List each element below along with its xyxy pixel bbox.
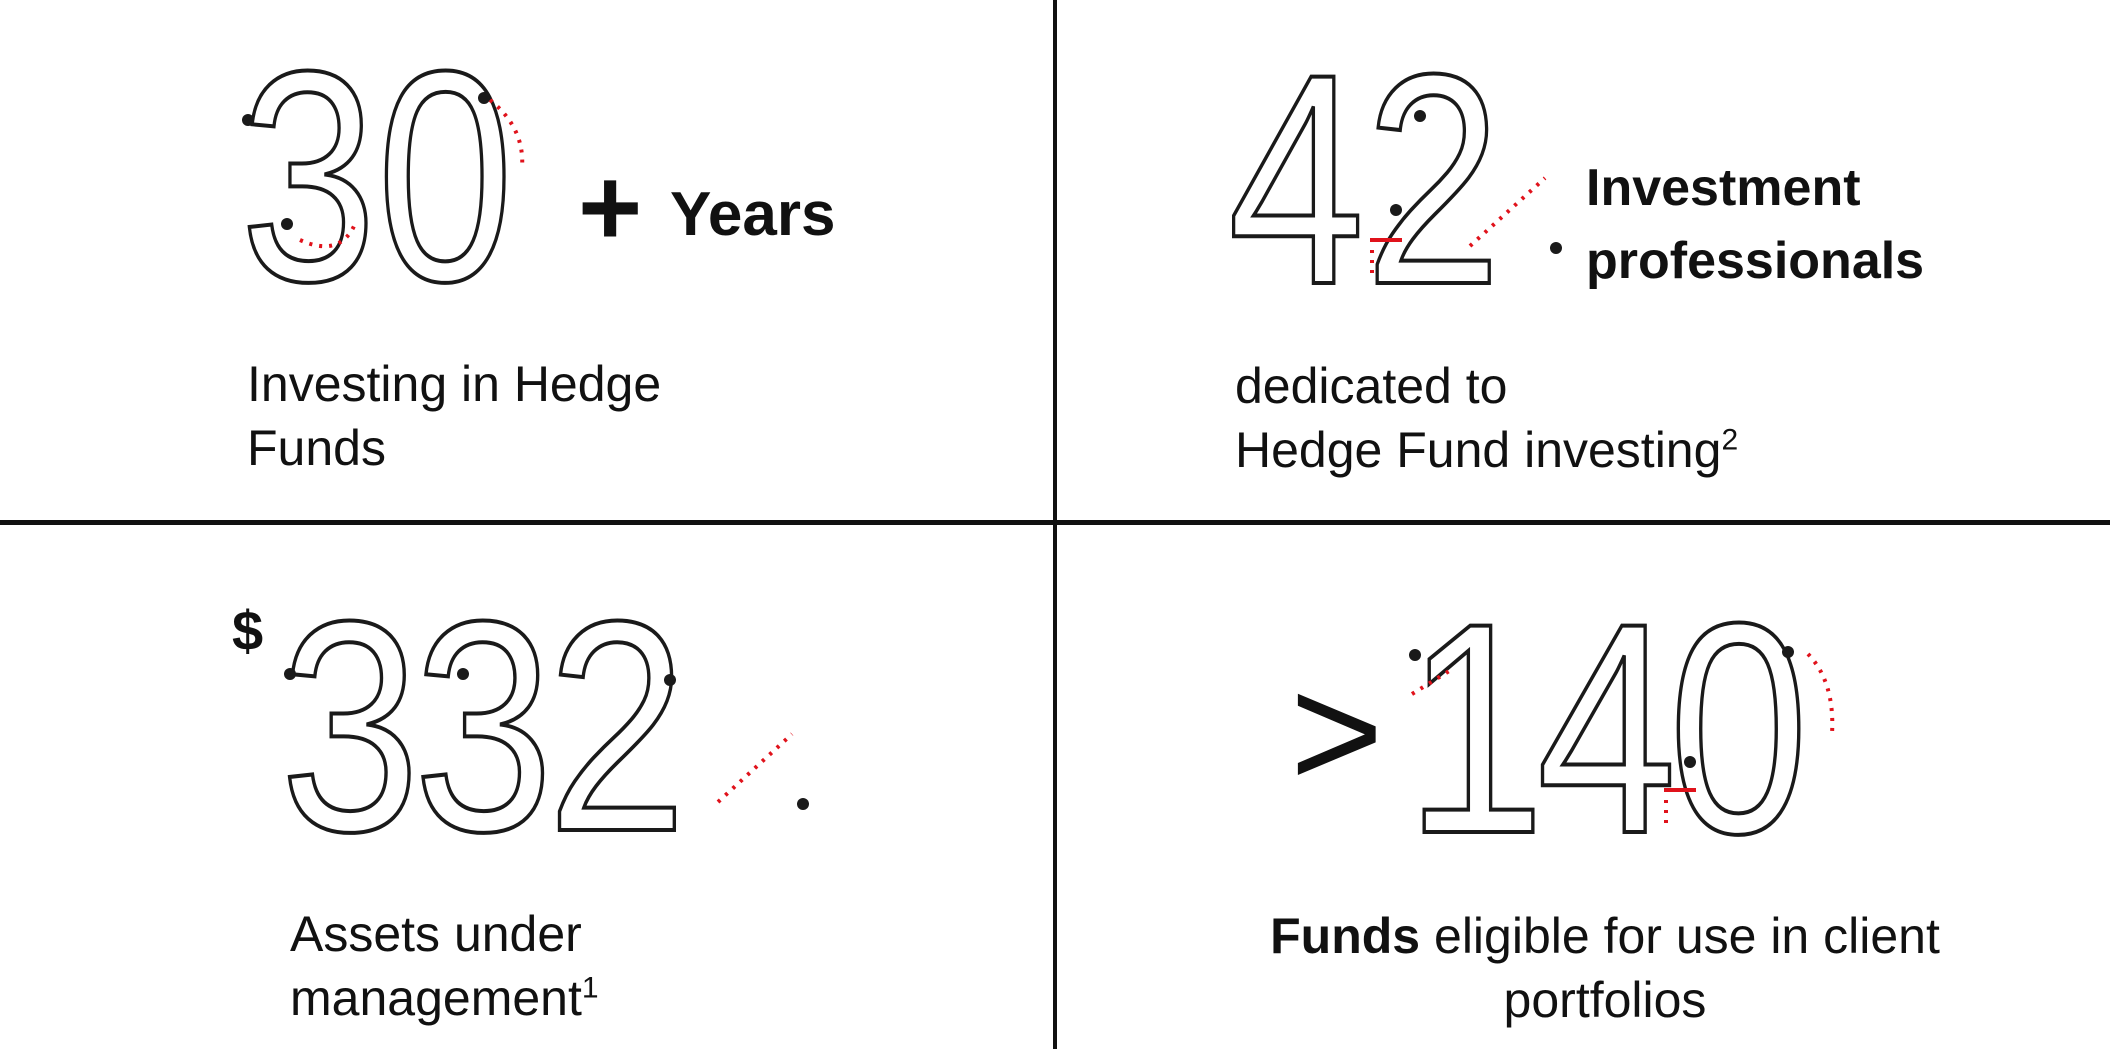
stat-years-description: Investing in Hedge Funds (247, 352, 661, 480)
dot-marker (1414, 110, 1426, 122)
dot-marker (281, 218, 293, 230)
dot-marker (284, 668, 296, 680)
dot-marker (1782, 646, 1794, 658)
stat-professionals-unit-line2: professionals (1586, 232, 1924, 290)
dotted-accent (1410, 666, 1456, 696)
description-line: Investing in Hedge (247, 356, 662, 412)
description-bold: Funds (1270, 908, 1421, 964)
stat-funds-value: 140 (1405, 560, 1802, 896)
plus-sign: + (578, 146, 642, 269)
stat-funds-number: 140 (1403, 558, 1835, 898)
dot-marker (1684, 756, 1696, 768)
stat-professionals-description: dedicated to Hedge Fund investing2 (1235, 354, 1738, 482)
dotted-accent (1468, 176, 1547, 248)
stat-aum-number: 332 (278, 556, 809, 896)
stat-years-unit: Years (670, 180, 836, 249)
dot-marker (1550, 242, 1562, 254)
stat-professionals-value: 42 (1228, 13, 1502, 348)
footnote-marker: 2 (1721, 423, 1739, 457)
description-line: portfolios (1503, 972, 1707, 1028)
description-line: dedicated to (1235, 358, 1508, 414)
dot-marker (1409, 649, 1421, 661)
description-line: eligible for use in client (1420, 908, 1940, 964)
greater-than-sign: > (1290, 642, 1383, 821)
footnote-marker: 1 (581, 971, 599, 1005)
stat-funds-description: Funds eligible for use in client portfol… (1210, 904, 2000, 1032)
dot-marker (478, 92, 490, 104)
currency-symbol: $ (232, 599, 263, 662)
dot-marker (457, 668, 469, 680)
dotted-accent (488, 98, 525, 169)
dot-marker (664, 674, 676, 686)
description-line: management (290, 970, 582, 1026)
description-line: Funds (247, 420, 386, 476)
dot-marker (1390, 204, 1402, 216)
dot-marker (242, 114, 254, 126)
stat-aum-description: Assets under management1 (290, 902, 599, 1030)
stat-years-value: 30 (240, 10, 514, 345)
description-line: Assets under (290, 906, 582, 962)
dot-marker (797, 798, 809, 810)
dotted-accent (1806, 652, 1835, 735)
stat-professionals-number: 42 (1226, 11, 1562, 349)
description-line: Hedge Fund investing (1235, 422, 1722, 478)
dotted-accent (716, 732, 794, 804)
stat-aum-value: 332 (280, 558, 680, 894)
stat-professionals-unit-line1: Investment (1586, 159, 1861, 217)
horizontal-divider (0, 520, 2110, 525)
stat-years-number: 30 (238, 8, 525, 346)
